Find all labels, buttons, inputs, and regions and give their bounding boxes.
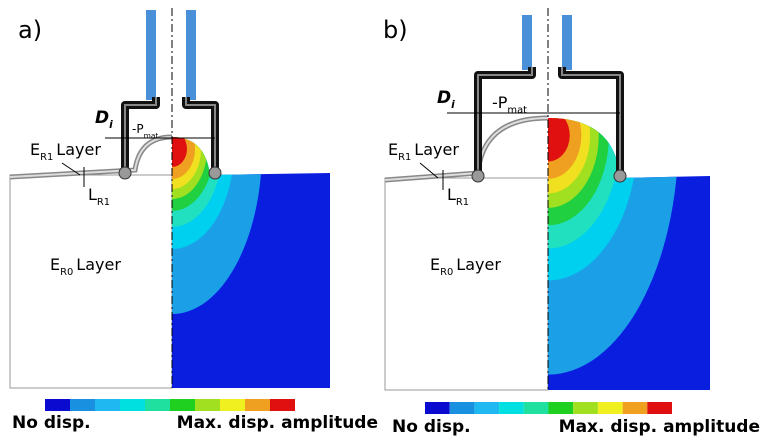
substrate-left <box>10 175 172 388</box>
figure: a)Di-PmatER1LayerLR1ER0LayerNo disp.Max.… <box>0 0 769 437</box>
thickness-label-sub: R1 <box>456 197 469 208</box>
colorbar-cell <box>170 399 195 411</box>
panel-label: b) <box>383 16 408 44</box>
colorbar-cell <box>220 399 245 411</box>
colorbar-cell <box>270 399 295 411</box>
colorbar-cell <box>573 402 598 414</box>
base-layer-label-sub: R0 <box>440 267 453 278</box>
tube <box>146 10 156 100</box>
panel-label: a) <box>18 16 42 44</box>
diameter-label-main: D <box>437 88 451 108</box>
diameter-label: Di <box>437 88 455 111</box>
seal <box>209 167 221 179</box>
pressure-label-main: -P <box>132 122 144 136</box>
pressure-label: -Pmat <box>132 122 158 140</box>
tube <box>522 15 532 70</box>
colorbar-cell <box>474 402 499 414</box>
legend-max: Max. disp. amplitude <box>177 413 378 433</box>
colorbar-cell <box>195 399 220 411</box>
colorbar-cell <box>70 399 95 411</box>
diameter-label-sub: i <box>109 119 113 131</box>
colorbar-cell <box>623 402 648 414</box>
base-layer-label-sub: R0 <box>60 267 73 278</box>
colorbar-cell <box>120 399 145 411</box>
base-layer-label-suffix: Layer <box>456 255 501 274</box>
tube <box>562 15 572 70</box>
base-layer-label-main: E <box>50 255 60 274</box>
colorbar-cell <box>45 399 70 411</box>
seal <box>614 170 626 182</box>
colorbar-cell <box>598 402 623 414</box>
top-layer-label-suffix: Layer <box>414 140 459 159</box>
top-layer-label-sub: R1 <box>40 152 53 163</box>
thickness-label-main: L <box>88 185 97 204</box>
colorbar-cell <box>425 402 450 414</box>
diameter-label: Di <box>95 108 113 131</box>
colorbar-cell <box>524 402 549 414</box>
tube <box>186 10 196 100</box>
pressure-label-sub: mat <box>507 105 527 116</box>
top-layer-label-main: E <box>388 140 398 159</box>
colorbar-cell <box>499 402 524 414</box>
diameter-label-sub: i <box>451 99 455 111</box>
colorbar-cell <box>95 399 120 411</box>
colorbar-cell <box>245 399 270 411</box>
thickness-label-sub: R1 <box>97 197 110 208</box>
seal <box>119 167 131 179</box>
colorbar-cell <box>549 402 574 414</box>
substrate-left <box>385 178 548 390</box>
colorbar-cell <box>647 402 672 414</box>
thickness-label-main: L <box>447 185 456 204</box>
base-layer-label-main: E <box>430 255 440 274</box>
top-layer-label-main: E <box>30 140 40 159</box>
colorbar-cell <box>145 399 170 411</box>
top-layer-label-sub: R1 <box>398 152 411 163</box>
legend-min: No disp. <box>392 417 471 437</box>
membrane-inner <box>385 118 548 180</box>
membrane <box>385 118 548 180</box>
legend-min: No disp. <box>12 413 91 433</box>
colorbar-cell <box>450 402 475 414</box>
legend-max: Max. disp. amplitude <box>559 417 760 437</box>
top-layer-label-suffix: Layer <box>56 140 101 159</box>
base-layer-label-suffix: Layer <box>76 255 121 274</box>
seal <box>472 170 484 182</box>
diameter-label-main: D <box>95 108 109 128</box>
pressure-label-main: -P <box>492 93 508 112</box>
pressure-label-sub: mat <box>144 131 159 140</box>
